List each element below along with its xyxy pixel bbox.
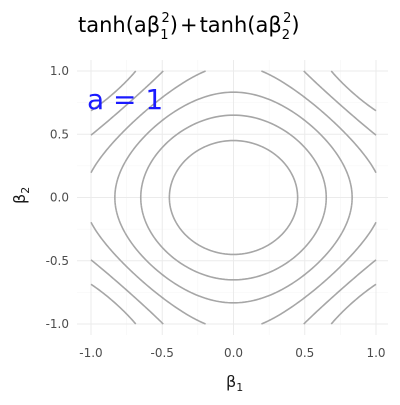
- contour-line: [139, 114, 328, 281]
- x-tick-label: 1.0: [366, 346, 385, 360]
- contour-line: [114, 91, 353, 304]
- y-tick-label: 1.0: [50, 64, 69, 78]
- x-tick-label: 0.0: [224, 346, 243, 360]
- y-tick-label: 0.5: [50, 127, 69, 141]
- contour-lines: [90, 70, 377, 325]
- chart-title: tanh(aβ12)+tanh(aβ22): [78, 11, 300, 43]
- tick-labels: -1.0 -0.5 0.0 0.5 1.0 -1.0 -0.5 0.0 0.5 1.0: [46, 64, 386, 360]
- y-axis-title: β2: [10, 187, 32, 204]
- contour-line: [90, 70, 377, 325]
- y-tick-label: -0.5: [46, 254, 69, 268]
- contour-line: [90, 70, 377, 325]
- x-tick-label: 0.5: [295, 346, 314, 360]
- y-tick-label: -1.0: [46, 317, 69, 331]
- contour-line: [168, 139, 299, 256]
- parameter-annotation: a = 1: [87, 83, 163, 116]
- x-tick-label: -0.5: [151, 346, 174, 360]
- x-tick-label: -1.0: [79, 346, 102, 360]
- contour-line: [90, 70, 377, 325]
- grid: [77, 60, 388, 335]
- x-axis-title: β1: [226, 372, 243, 394]
- y-tick-label: 0.0: [50, 191, 69, 205]
